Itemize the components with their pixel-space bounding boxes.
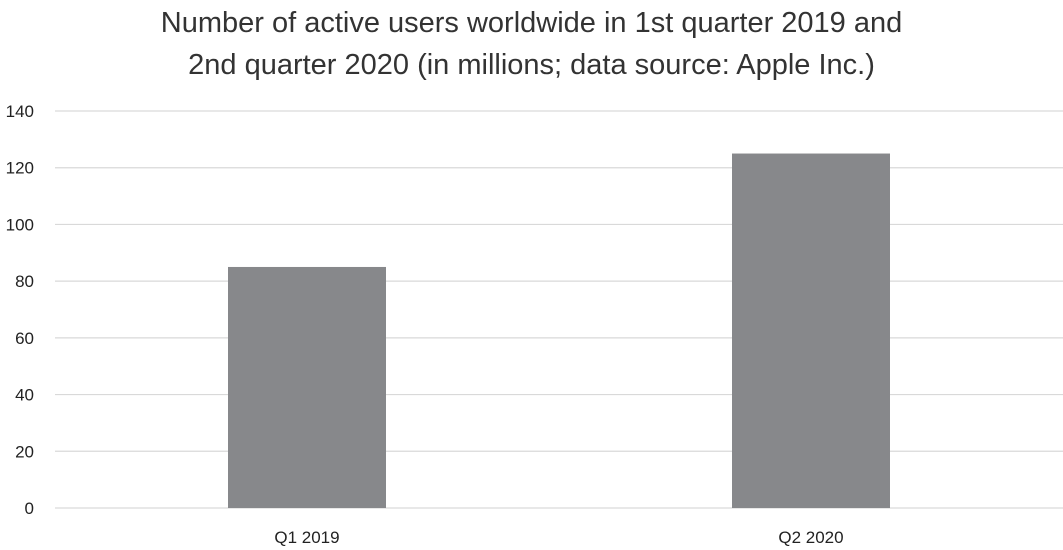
- y-tick-label: 100: [6, 215, 34, 234]
- y-tick-label: 20: [15, 442, 34, 461]
- chart-title-line-2: 2nd quarter 2020 (in millions; data sour…: [188, 49, 875, 81]
- chart-title: Number of active users worldwide in 1st …: [0, 0, 1063, 86]
- y-tick-label: 120: [6, 159, 34, 178]
- x-tick-label: Q1 2019: [274, 528, 339, 547]
- gridlines: [55, 110, 1063, 509]
- y-axis-tick-labels: 0 20 40 60 80 100 120 140: [6, 102, 34, 518]
- y-tick-label: 0: [25, 499, 34, 518]
- y-tick-label: 140: [6, 102, 34, 121]
- y-tick-label: 80: [15, 272, 34, 291]
- y-tick-label: 40: [15, 386, 34, 405]
- x-axis-tick-labels: Q1 2019 Q2 2020: [274, 528, 843, 547]
- bars: [228, 153, 890, 509]
- chart-title-line-1: Number of active users worldwide in 1st …: [160, 7, 903, 39]
- y-tick-label: 60: [15, 329, 34, 348]
- bar-q1-2019: [228, 266, 386, 508]
- bar-q2-2020: [732, 153, 890, 509]
- x-tick-label: Q2 2020: [778, 528, 843, 547]
